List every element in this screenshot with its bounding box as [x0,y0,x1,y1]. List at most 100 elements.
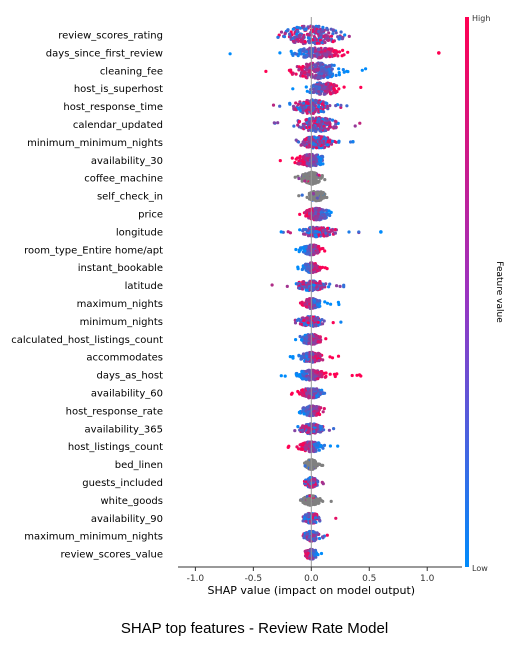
shap-point [305,50,309,54]
shap-point [305,532,309,536]
shap-point [317,448,321,452]
shap-point [307,529,312,534]
shap-point [317,536,322,541]
shap-point [342,70,346,74]
shap-point [314,63,318,67]
shap-point [328,91,332,95]
shap-point [296,123,300,127]
shap-point [305,53,309,58]
shap-point [294,157,298,161]
shap-point [303,249,307,253]
shap-point [328,230,332,234]
shap-point [279,30,284,34]
shap-point [301,174,305,178]
shap-point [305,351,309,355]
shap-point [318,497,322,501]
feature-swarm [271,98,349,115]
shap-point [337,87,341,91]
shap-point [303,40,307,44]
shap-point [295,318,299,322]
shap-outlier-point [379,230,383,234]
feature-swarm [278,152,325,168]
shap-point [321,162,325,166]
shap-point [311,154,315,158]
shap-point [304,118,308,122]
shap-point [324,128,328,133]
shap-point [306,537,310,542]
shap-point [308,153,312,157]
shap-point [311,25,315,29]
shap-point [304,369,308,373]
shap-point [342,283,346,287]
shap-point [312,429,316,433]
shap-point [303,143,307,148]
feature-label: days_as_host [96,371,163,382]
shap-point [301,140,305,144]
shap-point [306,72,310,76]
shap-point [298,106,302,110]
shap-point [314,181,318,185]
shap-point [305,444,309,448]
shap-point [307,297,312,301]
shap-point [325,101,329,106]
shap-point [315,196,319,200]
shap-point [360,68,364,72]
shap-point [316,29,321,34]
shap-point [334,516,338,520]
shap-point [307,302,312,306]
shap-point [305,316,309,320]
shap-point [322,34,326,39]
shap-point [288,101,292,105]
shap-point [295,32,299,36]
shap-point [298,498,303,502]
shap-point [301,176,305,180]
feature-label: instant_bookable [78,263,163,274]
feature-swarm [302,476,325,489]
shap-point [305,391,309,396]
shap-point [307,281,311,285]
feature-swarm [294,243,327,257]
shap-point [302,232,306,236]
shap-point [317,179,321,183]
shap-point [317,299,321,303]
feature-label: bed_linen [115,460,163,471]
shap-point [283,32,287,36]
feature-label: availability_90 [91,514,163,525]
shap-point [307,394,311,398]
shap-point [364,67,368,71]
shap-point [327,31,331,35]
shap-point [301,227,306,232]
shap-point [304,75,308,79]
shap-point [324,119,328,123]
shap-point [297,49,301,53]
shap-point [310,422,314,426]
shap-point [316,25,320,29]
shap-point [322,228,326,232]
shap-point [292,124,296,128]
shap-point [310,106,314,110]
shap-point [319,127,323,131]
shap-point [318,281,323,285]
shap-point [317,48,321,52]
shap-point [317,142,321,146]
shap-point [316,136,321,140]
shap-point [318,38,322,42]
shap-point [297,354,301,358]
shap-point [293,107,298,111]
shap-point [320,196,324,200]
shap-point [303,464,307,468]
shap-point [286,230,290,234]
shap-point [291,53,295,58]
shap-point [339,103,343,107]
shap-point [298,443,302,447]
shap-point [318,140,322,144]
shap-point [298,212,302,216]
shap-point [323,300,327,304]
shap-point [305,111,309,115]
shap-point [318,176,322,180]
shap-point [279,230,283,234]
shap-point [312,283,316,287]
shap-point [305,214,309,218]
shap-point [289,392,294,396]
shap-point [340,54,344,58]
